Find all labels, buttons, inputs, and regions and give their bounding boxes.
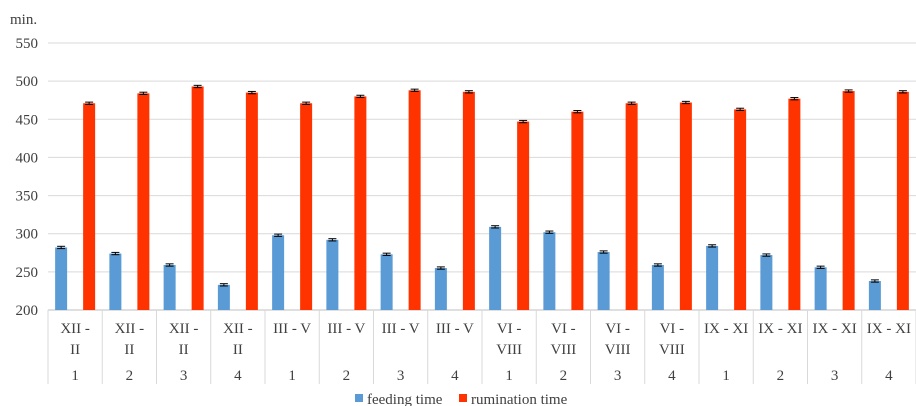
gridlines: [48, 42, 916, 311]
bar-rumination-time: [842, 91, 855, 310]
bar-rumination-time: [354, 96, 367, 311]
period-label: XII -: [223, 321, 253, 337]
bars: [55, 84, 909, 311]
y-tick-label: 450: [16, 112, 39, 128]
bar-rumination-time: [571, 111, 584, 311]
period-label: XII -: [115, 321, 145, 337]
group-label: 2: [560, 368, 568, 384]
period-label: VI -: [605, 321, 630, 337]
legend-label-feeding-time: feeding time: [367, 392, 443, 406]
period-label: II: [70, 342, 80, 358]
bar-feeding-time: [868, 281, 881, 310]
bar-rumination-time: [245, 92, 258, 310]
period-label: VIII: [496, 342, 522, 358]
period-label: XII -: [60, 321, 90, 337]
legend-swatch-rumination-time: [459, 394, 467, 402]
group-label: 3: [397, 368, 405, 384]
bar-feeding-time: [163, 264, 176, 310]
bar-feeding-time: [651, 264, 664, 310]
bar-feeding-time: [109, 253, 122, 310]
group-label: 3: [614, 368, 622, 384]
bar-feeding-time: [760, 255, 773, 310]
bar-feeding-time: [272, 235, 285, 310]
group-label: 4: [668, 368, 676, 384]
bar-rumination-time: [788, 98, 801, 310]
bar-feeding-time: [597, 252, 610, 310]
bar-feeding-time: [55, 247, 68, 310]
bar-rumination-time: [896, 91, 909, 310]
y-tick-label: 550: [16, 36, 39, 52]
period-label: II: [179, 342, 189, 358]
group-label: 2: [343, 368, 351, 384]
period-label: III - V: [327, 321, 365, 337]
group-label: 2: [777, 368, 785, 384]
bar-feeding-time: [326, 239, 339, 310]
y-axis-ticks: 200 250 300 350 400 450 500 550: [16, 36, 39, 319]
group-label: 1: [722, 368, 730, 384]
period-label: VIII: [605, 342, 631, 358]
period-label: IX - XI: [758, 321, 802, 337]
y-tick-label: 400: [16, 150, 39, 166]
bar-rumination-time: [517, 121, 530, 311]
period-label: III - V: [436, 321, 474, 337]
legend-label-rumination-time: rumination time: [471, 392, 568, 406]
period-label: IX - XI: [704, 321, 748, 337]
y-tick-label: 500: [16, 74, 39, 90]
bar-feeding-time: [706, 245, 719, 310]
period-label: VI -: [660, 321, 685, 337]
period-label: II: [124, 342, 134, 358]
group-label: 1: [71, 368, 79, 384]
bar-feeding-time: [543, 232, 556, 310]
bar-rumination-time: [191, 86, 204, 311]
bar-feeding-time: [814, 267, 827, 310]
bar-rumination-time: [300, 103, 313, 310]
period-label: VIII: [659, 342, 685, 358]
group-label: 3: [180, 368, 188, 384]
period-label: III - V: [382, 321, 420, 337]
legend: feeding time rumination time: [355, 392, 568, 406]
group-label: 4: [451, 368, 459, 384]
period-label: VIII: [550, 342, 576, 358]
bar-rumination-time: [462, 91, 475, 310]
period-label: IX - XI: [867, 321, 911, 337]
group-label: 4: [234, 368, 242, 384]
y-tick-label: 300: [16, 227, 39, 243]
period-label: IX - XI: [813, 321, 857, 337]
bar-feeding-time: [489, 226, 502, 310]
group-label: 3: [831, 368, 839, 384]
bar-rumination-time: [408, 90, 421, 310]
bar-rumination-time: [83, 103, 96, 310]
bar-rumination-time: [625, 103, 638, 310]
x-axis: XII - II 1 XII - II 2 XII - II 3 XII - II 4 III - V 1…: [47, 310, 916, 384]
period-label: II: [233, 342, 243, 358]
bar-rumination-time: [137, 93, 150, 310]
y-tick-label: 200: [16, 303, 39, 319]
bar-rumination-time: [679, 102, 692, 310]
group-label: 2: [126, 368, 134, 384]
y-tick-label: 250: [16, 265, 39, 281]
group-label: 1: [288, 368, 296, 384]
period-label: VI -: [551, 321, 576, 337]
bar-feeding-time: [380, 254, 393, 310]
legend-swatch-feeding-time: [355, 394, 363, 402]
y-tick-label: 350: [16, 189, 39, 205]
group-label: 1: [505, 368, 513, 384]
period-label: VI -: [497, 321, 522, 337]
y-axis-label: min.: [10, 12, 37, 28]
bar-feeding-time: [434, 268, 447, 310]
period-label: XII -: [169, 321, 199, 337]
group-label: 4: [885, 368, 893, 384]
period-label: III - V: [273, 321, 311, 337]
bar-rumination-time: [734, 109, 747, 311]
bar-feeding-time: [217, 284, 230, 310]
